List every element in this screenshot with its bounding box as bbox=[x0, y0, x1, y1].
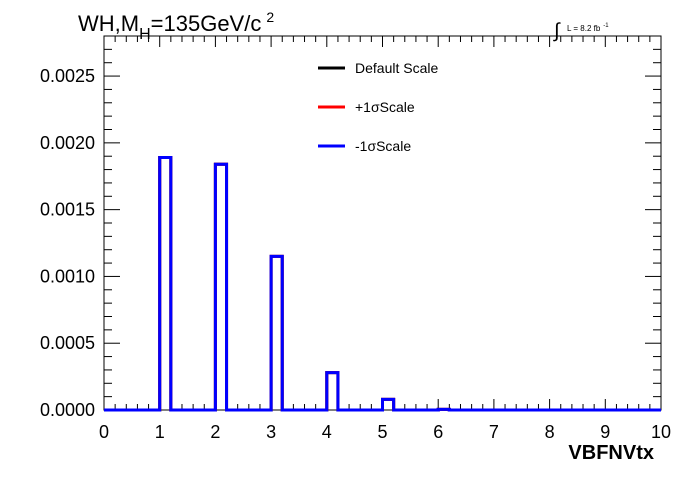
x-tick-label: 1 bbox=[155, 422, 165, 442]
legend: Default Scale +1σScale -1σScale bbox=[318, 60, 438, 154]
legend-label: +1σScale bbox=[355, 99, 415, 115]
chart-title: WH,MH=135GeV/c 2 bbox=[78, 9, 274, 43]
y-tick-label: 0.0010 bbox=[40, 266, 95, 286]
y-tick-label: 0.0015 bbox=[40, 200, 95, 220]
title-superscript: 2 bbox=[266, 9, 274, 25]
x-tick-label: 6 bbox=[433, 422, 443, 442]
lumi-text: L = 8.2 fb bbox=[567, 24, 601, 33]
y-tick-label: 0.0000 bbox=[40, 400, 95, 420]
y-tick-label: 0.0025 bbox=[40, 66, 95, 86]
legend-label: -1σScale bbox=[355, 138, 411, 154]
lumi-integral-symbol: ∫ bbox=[553, 20, 561, 42]
y-tick-label: 0.0005 bbox=[40, 333, 95, 353]
title-rest: =135GeV/c bbox=[151, 11, 262, 36]
lumi-label: L = 8.2 fb -1 bbox=[567, 23, 609, 33]
series-line--1-scale bbox=[104, 156, 661, 412]
x-tick-labels: 0 1 2 3 4 5 6 7 8 9 10 bbox=[99, 422, 671, 442]
legend-label: Default Scale bbox=[355, 60, 438, 76]
series-layer bbox=[104, 156, 661, 412]
y-tick-label: 0.0020 bbox=[40, 133, 95, 153]
plot-frame bbox=[103, 35, 662, 411]
x-tick-label: 9 bbox=[600, 422, 610, 442]
x-tick-label: 8 bbox=[545, 422, 555, 442]
title-main: WH,M bbox=[78, 11, 139, 36]
title-subscript: H bbox=[139, 26, 151, 43]
x-tick-label: 0 bbox=[99, 422, 109, 442]
series-line-default-scale bbox=[104, 156, 661, 412]
x-axis-label: VBFNVtx bbox=[568, 442, 654, 464]
series-line--1-scale bbox=[104, 156, 661, 412]
x-tick-label: 7 bbox=[489, 422, 499, 442]
x-tick-label: 10 bbox=[651, 422, 671, 442]
x-tick-label: 5 bbox=[377, 422, 387, 442]
x-tick-label: 3 bbox=[266, 422, 276, 442]
axis-ticks bbox=[103, 35, 662, 411]
lumi-superscript: -1 bbox=[603, 23, 609, 29]
x-tick-label: 2 bbox=[210, 422, 220, 442]
y-tick-labels: 0.0000 0.0005 0.0010 0.0015 0.0020 0.0025 bbox=[40, 66, 95, 420]
x-tick-label: 4 bbox=[322, 422, 332, 442]
